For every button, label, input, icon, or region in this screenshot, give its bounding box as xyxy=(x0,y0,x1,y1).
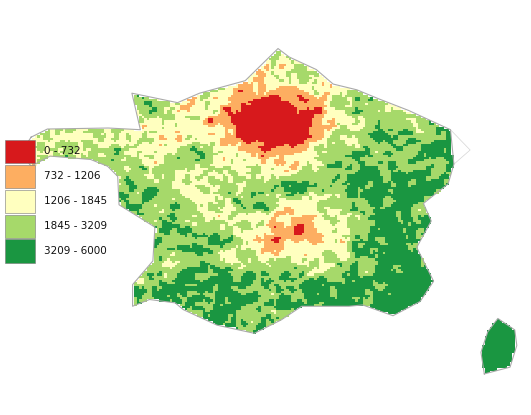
Text: 1845 - 3209: 1845 - 3209 xyxy=(44,221,107,231)
Text: 3209 - 6000: 3209 - 6000 xyxy=(44,246,107,256)
FancyBboxPatch shape xyxy=(5,190,35,213)
FancyBboxPatch shape xyxy=(5,140,35,163)
Text: 732 - 1206: 732 - 1206 xyxy=(44,171,100,181)
FancyBboxPatch shape xyxy=(5,239,35,263)
FancyBboxPatch shape xyxy=(5,215,35,238)
Text: 1206 - 1845: 1206 - 1845 xyxy=(44,196,107,206)
Text: 0 - 732: 0 - 732 xyxy=(44,146,81,156)
FancyBboxPatch shape xyxy=(5,165,35,188)
